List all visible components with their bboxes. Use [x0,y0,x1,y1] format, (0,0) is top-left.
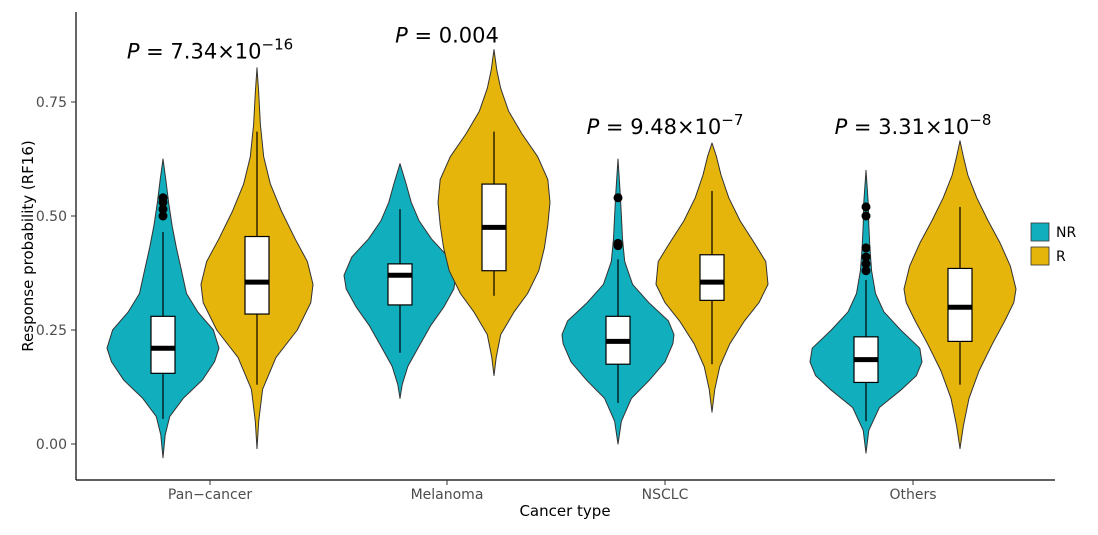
outlier-point [861,259,871,269]
outlier-point [861,211,871,221]
p-value-annotation: P = 3.31×10−8 [835,111,992,139]
p-value-text: = 7.34×10 [139,40,261,64]
y-tick-label: 0.25 [36,323,67,339]
boxplots-layer [150,131,973,422]
p-value-annotation: P = 0.004 [395,24,499,48]
p-value-annotation: P = 7.34×10−16 [127,36,293,64]
outlier-point [861,243,871,253]
x-axis-title: Cancer type [519,502,610,520]
legend: NR R [1030,222,1076,266]
x-tick-label: Pan−cancer [168,487,252,503]
x-tick-label: NSCLC [642,487,689,503]
p-value-text: = 3.31×10 [847,115,969,139]
legend-label-nr: NR [1056,225,1076,241]
p-value-annotation: P = 9.48×10−7 [587,111,744,139]
box-nr-1 [387,263,413,306]
p-symbol: P [587,115,600,139]
y-axis-title: Response probability (RF16) [19,140,37,351]
outlier-point [158,211,168,221]
outlier-point [861,252,871,262]
outlier-point [158,204,168,214]
x-tick-label: Others [889,487,936,503]
legend-label-r: R [1056,249,1066,265]
p-value-exponent: −16 [262,36,294,54]
y-tick-label: 0.50 [36,209,67,225]
outlier-point [158,193,168,203]
box-r-0 [244,235,270,315]
p-value-exponent: −7 [721,111,743,129]
p-symbol: P [395,24,408,48]
outlier-point [613,193,623,203]
p-value-text: = 0.004 [408,24,499,48]
p-value-text: = 9.48×10 [599,115,721,139]
y-ticks: 0.00 0.25 0.50 0.75 [36,95,76,453]
p-symbol: P [835,115,848,139]
x-tick-label: Melanoma [411,487,484,503]
axes-layer [75,12,1055,481]
outlier-point [861,266,871,276]
outlier-point [861,202,871,212]
violins-layer [106,49,1017,459]
box-r-2 [699,254,725,301]
outlier-point [613,238,623,248]
p-value-exponent: −8 [969,111,991,129]
box-nr-0 [150,315,176,374]
x-ticks: Pan−cancer Melanoma NSCLC Others [168,480,937,503]
p-symbol: P [127,40,140,64]
legend-swatch-nr [1030,222,1050,242]
y-tick-label: 0.00 [36,437,67,453]
y-tick-label: 0.75 [36,95,67,111]
legend-swatch-r [1030,246,1050,266]
